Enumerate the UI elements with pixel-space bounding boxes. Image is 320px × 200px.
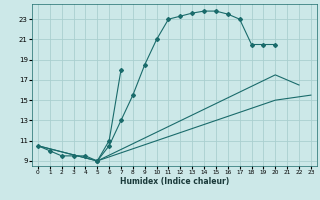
X-axis label: Humidex (Indice chaleur): Humidex (Indice chaleur) [120,177,229,186]
